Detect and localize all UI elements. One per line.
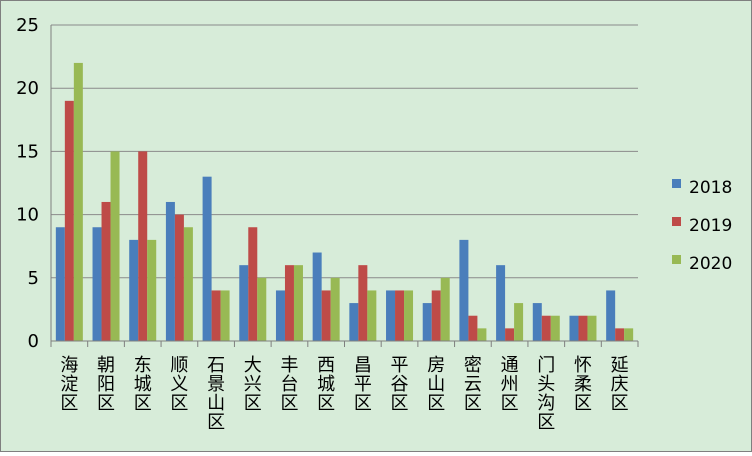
bar-2020-0 bbox=[73, 62, 83, 342]
y-tick-label: 25 bbox=[16, 15, 39, 36]
legend-swatch-2020 bbox=[672, 255, 681, 264]
bar-2019-0 bbox=[64, 100, 74, 341]
bar-2019-8 bbox=[358, 265, 368, 341]
bar-2018-10 bbox=[422, 303, 432, 341]
x-tick-label: 东城区 bbox=[134, 355, 152, 414]
bar-2018-8 bbox=[349, 303, 359, 341]
bar-2020-15 bbox=[624, 328, 634, 341]
x-tick-label: 密云区 bbox=[464, 355, 482, 414]
bar-2019-12 bbox=[505, 328, 515, 341]
y-tick-label: 15 bbox=[16, 141, 39, 162]
bar-2019-7 bbox=[321, 290, 331, 341]
bar-2019-1 bbox=[101, 201, 111, 341]
legend: 2018 2019 2020 bbox=[672, 178, 732, 274]
x-tick-label: 房山区 bbox=[427, 355, 445, 414]
legend-label: 2018 bbox=[689, 178, 732, 198]
bar-2019-9 bbox=[395, 290, 405, 341]
bar-2019-15 bbox=[615, 328, 625, 341]
x-tick-label: 怀柔区 bbox=[574, 355, 592, 414]
bar-2020-14 bbox=[587, 315, 597, 341]
y-axis-ticks: 0 5 10 15 20 25 bbox=[16, 15, 39, 352]
bar-2018-0 bbox=[55, 227, 65, 341]
bar-2019-2 bbox=[138, 151, 148, 341]
y-tick-label: 20 bbox=[16, 78, 39, 99]
x-tick-label: 平谷区 bbox=[391, 355, 409, 414]
bar-2020-7 bbox=[330, 277, 340, 341]
axes bbox=[50, 25, 639, 347]
bar-2020-13 bbox=[550, 315, 560, 341]
x-tick-label: 昌平区 bbox=[354, 355, 372, 414]
bar-2018-3 bbox=[165, 201, 175, 341]
bar-2019-4 bbox=[211, 290, 221, 341]
bar-2019-13 bbox=[541, 315, 551, 341]
x-tick-label: 延庆区 bbox=[611, 355, 629, 414]
bar-2018-9 bbox=[386, 290, 396, 341]
bar-2018-12 bbox=[496, 265, 506, 341]
bar-2020-3 bbox=[183, 227, 193, 341]
x-tick-label: 石景山区 bbox=[207, 355, 225, 433]
x-tick-label: 西城区 bbox=[317, 355, 335, 414]
y-tick-label: 0 bbox=[28, 331, 39, 352]
x-tick-label: 海淀区 bbox=[60, 355, 78, 414]
bar-2019-11 bbox=[468, 315, 478, 341]
bar-2018-1 bbox=[92, 227, 102, 341]
bar-2020-1 bbox=[110, 151, 120, 341]
bar-2019-14 bbox=[578, 315, 588, 341]
bar-2020-5 bbox=[257, 277, 267, 341]
bar-2019-10 bbox=[431, 290, 441, 341]
x-tick-label: 朝阳区 bbox=[97, 355, 115, 414]
bar-2020-11 bbox=[477, 328, 487, 341]
legend-label: 2020 bbox=[689, 254, 732, 274]
bar-2018-6 bbox=[275, 290, 285, 341]
legend-swatch-2019 bbox=[672, 217, 681, 226]
bar-2019-3 bbox=[174, 214, 184, 341]
bar-2019-5 bbox=[248, 227, 258, 341]
y-tick-label: 10 bbox=[16, 205, 39, 226]
x-tick-label: 丰台区 bbox=[280, 355, 298, 414]
x-tick-label: 大兴区 bbox=[244, 355, 262, 414]
bar-2020-9 bbox=[404, 290, 414, 341]
bar-2018-14 bbox=[569, 315, 579, 341]
bar-2018-2 bbox=[129, 239, 139, 341]
bars bbox=[55, 62, 634, 342]
x-tick-label: 通州区 bbox=[501, 355, 519, 414]
y-tick-label: 5 bbox=[28, 268, 39, 289]
legend-label: 2019 bbox=[689, 216, 732, 236]
x-tick-label: 门头沟区 bbox=[537, 355, 555, 433]
bar-2018-7 bbox=[312, 252, 322, 341]
legend-swatch-2018 bbox=[672, 179, 681, 188]
bar-2020-10 bbox=[440, 277, 450, 341]
bar-2018-13 bbox=[532, 303, 542, 341]
bar-2020-2 bbox=[147, 239, 157, 341]
bar-2018-15 bbox=[606, 290, 616, 341]
bar-2020-4 bbox=[220, 290, 230, 341]
bar-2019-6 bbox=[284, 265, 294, 341]
bar-2018-5 bbox=[239, 265, 249, 341]
bar-2018-4 bbox=[202, 176, 212, 341]
bar-2020-6 bbox=[293, 265, 303, 341]
x-tick-label: 顺义区 bbox=[170, 355, 188, 414]
bar-2020-8 bbox=[367, 290, 377, 341]
bar-2018-11 bbox=[459, 239, 469, 341]
bar-2020-12 bbox=[514, 303, 524, 341]
